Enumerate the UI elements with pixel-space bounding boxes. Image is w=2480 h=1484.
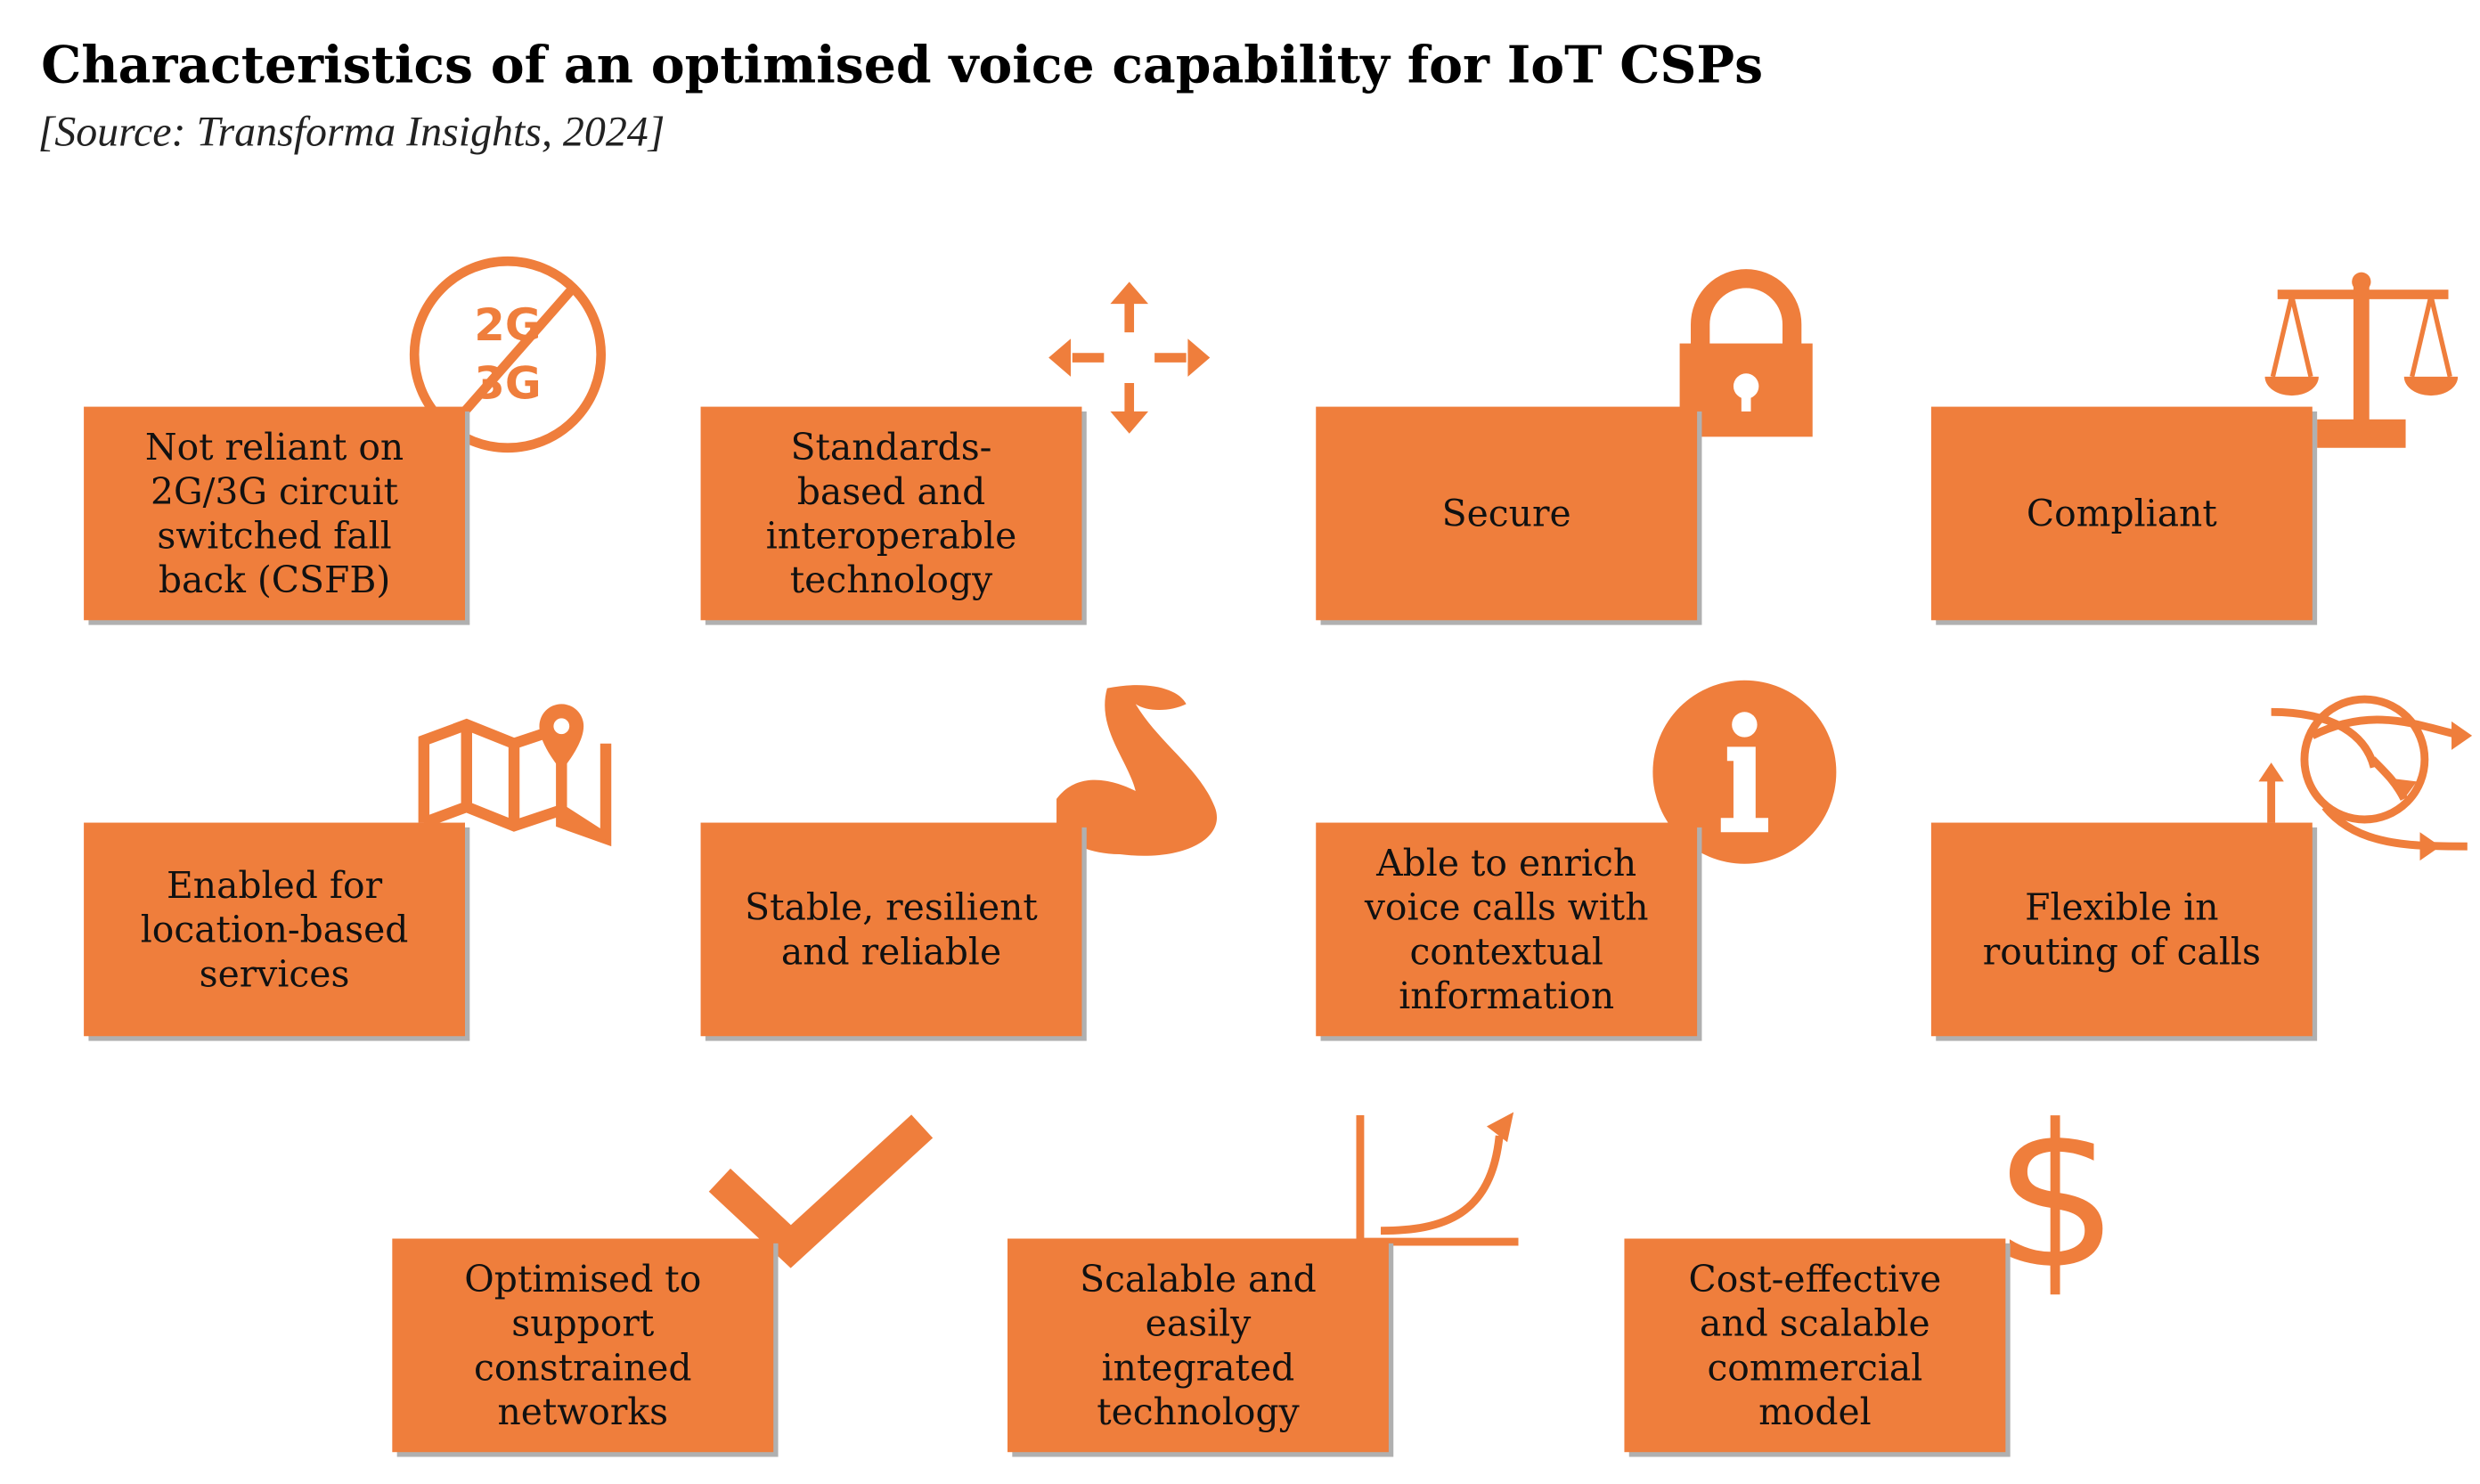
card-label: technology bbox=[1097, 1390, 1299, 1433]
card bbox=[700, 406, 1082, 621]
source: [Source: Transforma Insights, 2024] bbox=[38, 109, 665, 156]
card-label: routing of calls bbox=[1983, 930, 2261, 973]
card-label: Enabled for bbox=[167, 864, 383, 907]
card-label: switched fall bbox=[157, 515, 391, 558]
card bbox=[392, 1238, 774, 1453]
card bbox=[1930, 406, 2313, 621]
card-label: Not reliant on bbox=[145, 426, 404, 469]
card-label: information bbox=[1399, 974, 1614, 1017]
card bbox=[1930, 822, 2313, 1037]
card bbox=[700, 822, 1082, 1037]
svg-text:$: $ bbox=[1994, 1083, 2119, 1313]
card-label: 2G/3G circuit bbox=[151, 470, 399, 513]
card-label: Compliant bbox=[2027, 493, 2217, 535]
card-label: Standards- bbox=[791, 426, 992, 469]
card-label: model bbox=[1758, 1390, 1872, 1433]
card-label: interoperable bbox=[766, 515, 1017, 558]
card bbox=[1624, 1238, 2006, 1453]
card-label: Cost-effective bbox=[1688, 1258, 1941, 1301]
characteristic-card: Compliant bbox=[1930, 406, 2318, 625]
card-label: technology bbox=[790, 559, 992, 601]
card-label: Secure bbox=[1442, 493, 1571, 535]
card-label: and reliable bbox=[781, 930, 1001, 973]
icons: 2G 3G $ bbox=[409, 256, 2473, 1313]
card-label: constrained bbox=[474, 1346, 692, 1389]
card-label: Optimised to bbox=[464, 1258, 701, 1301]
card-label: and scalable bbox=[1700, 1302, 1930, 1345]
card-label: Flexible in bbox=[2025, 886, 2218, 929]
title: Characteristics of an optimised voice ca… bbox=[41, 37, 1763, 95]
card-label: back (CSFB) bbox=[159, 559, 390, 601]
card bbox=[1316, 406, 1698, 621]
card-label: contextual bbox=[1409, 930, 1603, 973]
card bbox=[1316, 822, 1698, 1037]
card-label: Able to enrich bbox=[1375, 842, 1636, 885]
card-label: Stable, resilient bbox=[745, 886, 1038, 929]
card-label: Scalable and bbox=[1080, 1258, 1317, 1301]
card-label: based and bbox=[797, 470, 985, 513]
card-label: networks bbox=[497, 1390, 668, 1433]
card-label: location-based bbox=[141, 909, 409, 951]
card-label: easily bbox=[1146, 1302, 1252, 1345]
card bbox=[1008, 1238, 1389, 1453]
card-label: commercial bbox=[1707, 1346, 1922, 1389]
characteristic-card: Secure bbox=[1316, 406, 1702, 625]
card-label: support bbox=[511, 1302, 655, 1345]
characteristic-card: Standards-based andinteroperabletechnolo… bbox=[700, 406, 1087, 625]
card bbox=[84, 406, 465, 621]
icon-text: 2G bbox=[474, 299, 541, 351]
card-label: voice calls with bbox=[1364, 886, 1649, 929]
card-label: integrated bbox=[1102, 1346, 1295, 1389]
card-label: services bbox=[200, 952, 350, 995]
card bbox=[84, 822, 465, 1037]
